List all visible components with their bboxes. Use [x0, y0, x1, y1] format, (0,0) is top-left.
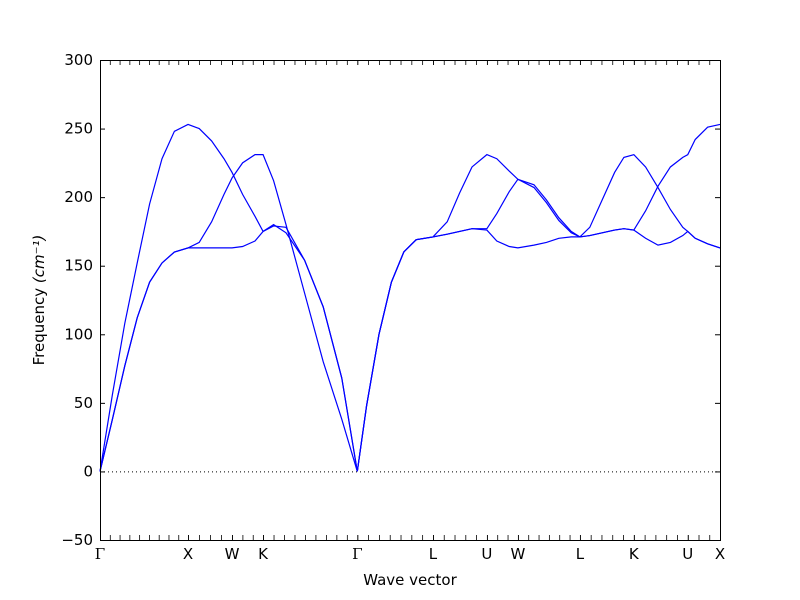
x-tick-label: X — [183, 545, 193, 563]
x-tick-label: U — [481, 545, 492, 563]
band-line-5 — [356, 178, 721, 472]
y-axis-label-text: Frequency — [30, 288, 48, 366]
y-axis-label: Frequency (cm⁻¹) — [30, 235, 48, 366]
y-tick-label: 300 — [64, 51, 93, 69]
x-tick-label: W — [225, 545, 240, 563]
band-line-3 — [99, 225, 358, 472]
y-tick-labels: −50 0 50 100 150 200 250 300 — [61, 51, 93, 549]
y-tick-label: −50 — [61, 531, 93, 549]
series-layer — [99, 123, 721, 472]
y-ticks — [100, 60, 720, 541]
x-tick-label: Γ — [95, 545, 105, 563]
plot-frame — [100, 60, 721, 541]
x-tick-label: K — [629, 545, 640, 563]
x-tick-label: Γ — [352, 545, 362, 563]
y-tick-label: 200 — [64, 188, 93, 206]
y-tick-label: 100 — [64, 325, 93, 343]
band-line-1 — [99, 123, 358, 472]
y-tick-label: 150 — [64, 257, 93, 275]
band-line-4 — [356, 153, 721, 472]
y-tick-label: 50 — [74, 394, 93, 412]
x-tick-label: W — [510, 545, 525, 563]
x-tick-label: L — [576, 545, 585, 563]
x-ticks — [100, 60, 721, 540]
band-line-6 — [356, 123, 721, 472]
x-tick-label: X — [715, 545, 725, 563]
y-tick-label: 0 — [83, 462, 93, 480]
x-tick-label: L — [429, 545, 438, 563]
y-axis-unit: (cm⁻¹) — [30, 235, 48, 284]
y-tick-label: 250 — [64, 120, 93, 138]
x-tick-label: K — [258, 545, 269, 563]
x-axis-label: Wave vector — [363, 571, 457, 589]
x-tick-label: U — [682, 545, 693, 563]
